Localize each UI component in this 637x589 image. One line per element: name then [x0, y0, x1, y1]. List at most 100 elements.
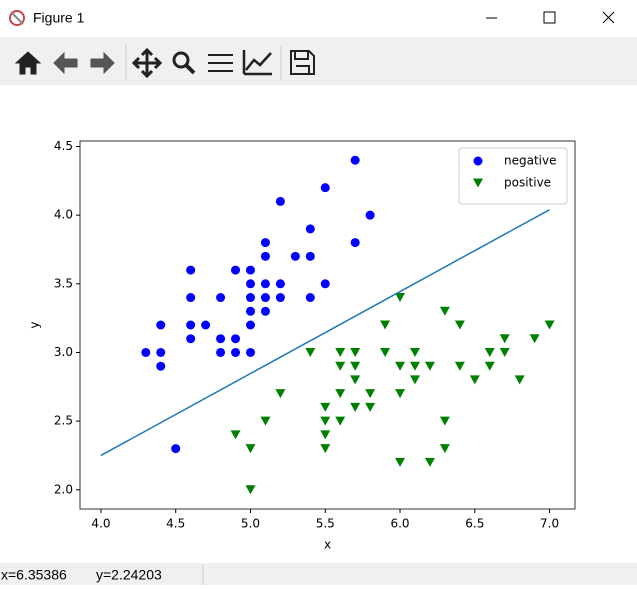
axes-frame	[79, 140, 576, 510]
plot: 4.0 4.5 5.0 5.5 6.0 6.5 7.0 2.0 2.5 3.0 3.5 4.0 4.5 x…	[28, 139, 576, 552]
marker	[245, 293, 255, 303]
marker	[186, 265, 196, 275]
legend-label: positive	[504, 176, 551, 190]
marker	[260, 306, 270, 316]
pan-button[interactable]	[131, 47, 163, 79]
marker	[260, 293, 270, 303]
marker	[320, 183, 330, 193]
marker	[484, 347, 495, 357]
marker	[260, 238, 270, 248]
marker	[350, 375, 361, 385]
marker	[275, 293, 285, 303]
marker	[350, 347, 361, 357]
marker	[320, 444, 331, 454]
marker	[260, 416, 271, 426]
marker	[484, 361, 495, 371]
boundary-line	[100, 208, 550, 457]
marker	[350, 402, 361, 412]
save-button[interactable]	[290, 50, 315, 75]
home-button[interactable]	[14, 51, 42, 75]
marker	[439, 444, 450, 454]
marker	[365, 210, 375, 220]
marker	[305, 224, 315, 234]
marker	[186, 320, 196, 330]
forward-button[interactable]	[90, 51, 115, 75]
marker	[275, 196, 285, 206]
maximize-button[interactable]	[543, 11, 556, 24]
marker	[245, 444, 256, 454]
marker	[305, 251, 315, 261]
x-tick-label: 6.5	[465, 517, 484, 531]
marker	[424, 457, 435, 467]
marker	[544, 320, 555, 330]
marker	[320, 416, 331, 426]
status-bar	[0, 563, 637, 585]
configure-button[interactable]	[208, 54, 233, 72]
marker	[335, 361, 346, 371]
marker	[439, 416, 450, 426]
marker	[395, 389, 406, 399]
x-tick-label: 4.0	[91, 517, 110, 531]
y-tick-label: 2.5	[54, 414, 73, 428]
marker	[230, 430, 241, 440]
marker	[260, 279, 270, 289]
marker	[231, 265, 241, 275]
marker	[245, 306, 255, 316]
marker	[365, 402, 376, 412]
marker	[231, 347, 241, 357]
marker	[141, 347, 151, 357]
y-axis-label: y	[28, 321, 42, 328]
marker	[469, 375, 480, 385]
marker	[260, 251, 270, 261]
marker	[245, 485, 256, 495]
marker	[305, 293, 315, 303]
status-x: x=6.35386	[1, 567, 67, 583]
edit-axes-button[interactable]	[242, 50, 272, 76]
marker	[350, 155, 360, 165]
marker	[365, 389, 376, 399]
x-tick-label: 5.5	[316, 517, 335, 531]
close-button[interactable]	[602, 11, 615, 24]
window-title: Figure 1	[33, 10, 85, 26]
marker	[350, 238, 360, 248]
marker	[320, 402, 331, 412]
marker	[395, 293, 406, 303]
marker	[216, 293, 226, 303]
marker	[499, 334, 510, 344]
zoom-button[interactable]	[172, 51, 196, 75]
app-icon	[9, 10, 25, 26]
marker	[186, 293, 196, 303]
x-tick-label: 5.0	[241, 517, 260, 531]
marker	[245, 279, 255, 289]
y-tick-label: 3.0	[54, 345, 73, 359]
marker	[275, 389, 286, 399]
marker	[320, 430, 331, 440]
marker	[454, 320, 465, 330]
legend-marker	[473, 156, 483, 166]
marker	[156, 361, 166, 371]
marker	[424, 361, 435, 371]
marker	[335, 347, 346, 357]
marker	[216, 334, 226, 344]
y-tick-label: 4.0	[54, 208, 73, 222]
marker	[201, 320, 211, 330]
marker	[186, 334, 196, 344]
y-tick-label: 2.0	[54, 482, 73, 496]
back-button[interactable]	[53, 51, 78, 75]
marker	[380, 320, 391, 330]
marker	[305, 347, 316, 357]
marker	[454, 361, 465, 371]
marker	[156, 347, 166, 357]
marker	[439, 306, 450, 316]
marker	[529, 334, 540, 344]
marker	[245, 347, 255, 357]
x-tick-label: 4.5	[166, 517, 185, 531]
x-axis-label: x	[324, 538, 331, 552]
marker	[216, 347, 226, 357]
x-tick-label: 6.0	[390, 517, 409, 531]
marker	[409, 361, 420, 371]
status-y: y=2.24203	[96, 567, 162, 583]
marker	[409, 347, 420, 357]
legend-box	[458, 147, 568, 205]
